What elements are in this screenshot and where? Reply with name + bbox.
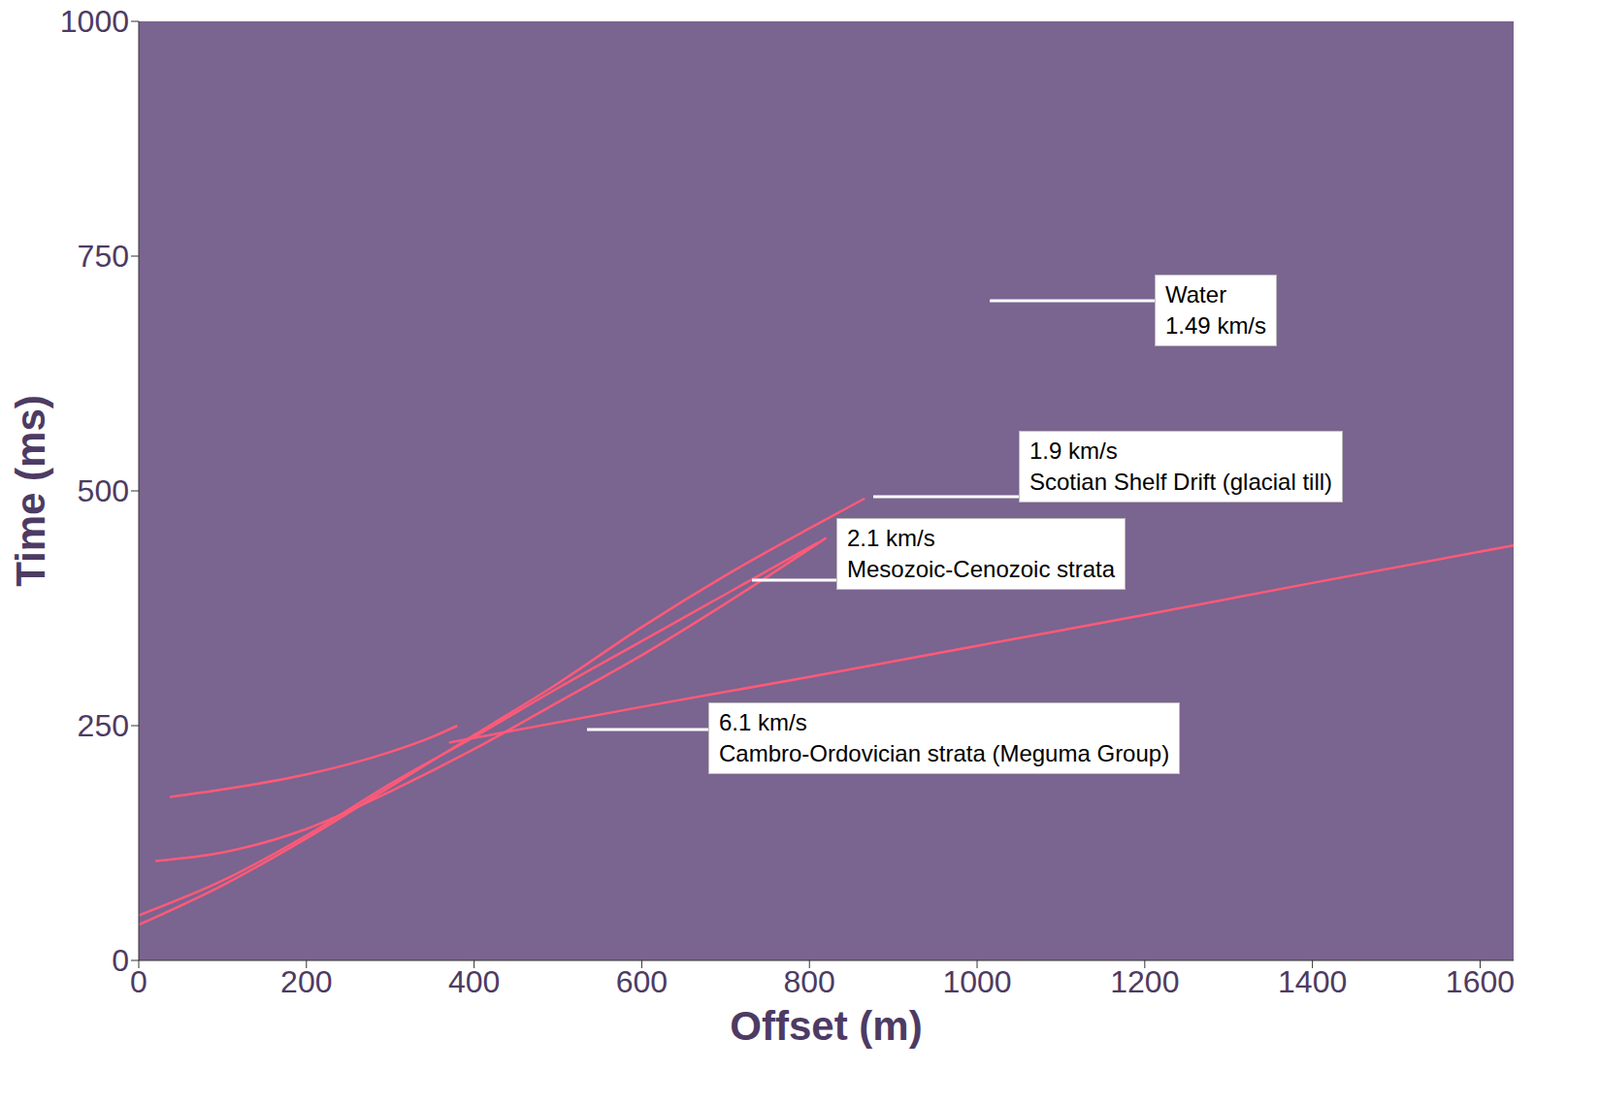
html-text:Cambro-Ordovician strata (Megu: Cambro-Ordovician strata (Meguma Group) — [718, 740, 1170, 767]
svg-text:1200: 1200 — [1110, 964, 1179, 1000]
svg-text:1000: 1000 — [60, 3, 130, 39]
svg-text:Offset (m): Offset (m) — [729, 1003, 922, 1049]
html-text:1.49 km/s: 1.49 km/s — [1165, 312, 1267, 339]
html-text:1.9 km/s: 1.9 km/s — [1029, 437, 1118, 464]
svg-text:1000: 1000 — [942, 964, 1012, 1000]
html-text:Scotian Shelf Drift (glacial t: Scotian Shelf Drift (glacial till) — [1029, 468, 1333, 495]
svg-text:400: 400 — [448, 964, 500, 1000]
svg-text:1600: 1600 — [1445, 964, 1515, 1000]
html-text:Water: Water — [1165, 281, 1227, 308]
svg-text:Time (ms): Time (ms) — [7, 394, 54, 588]
svg-text:250: 250 — [77, 708, 130, 744]
svg-text:600: 600 — [616, 964, 668, 1000]
html-text:2.1 km/s: 2.1 km/s — [847, 524, 936, 552]
svg-text:200: 200 — [280, 964, 332, 1000]
svg-text:800: 800 — [783, 964, 836, 1000]
html-text:Mesozoic-Cenozoic strata: Mesozoic-Cenozoic strata — [847, 555, 1115, 583]
svg-text:0: 0 — [130, 964, 148, 1000]
html-text:6.1 km/s: 6.1 km/s — [718, 709, 807, 736]
svg-text:750: 750 — [77, 238, 130, 274]
svg-text:0: 0 — [111, 943, 130, 979]
svg-text:500: 500 — [77, 473, 130, 509]
svg-text:1400: 1400 — [1277, 964, 1347, 1000]
